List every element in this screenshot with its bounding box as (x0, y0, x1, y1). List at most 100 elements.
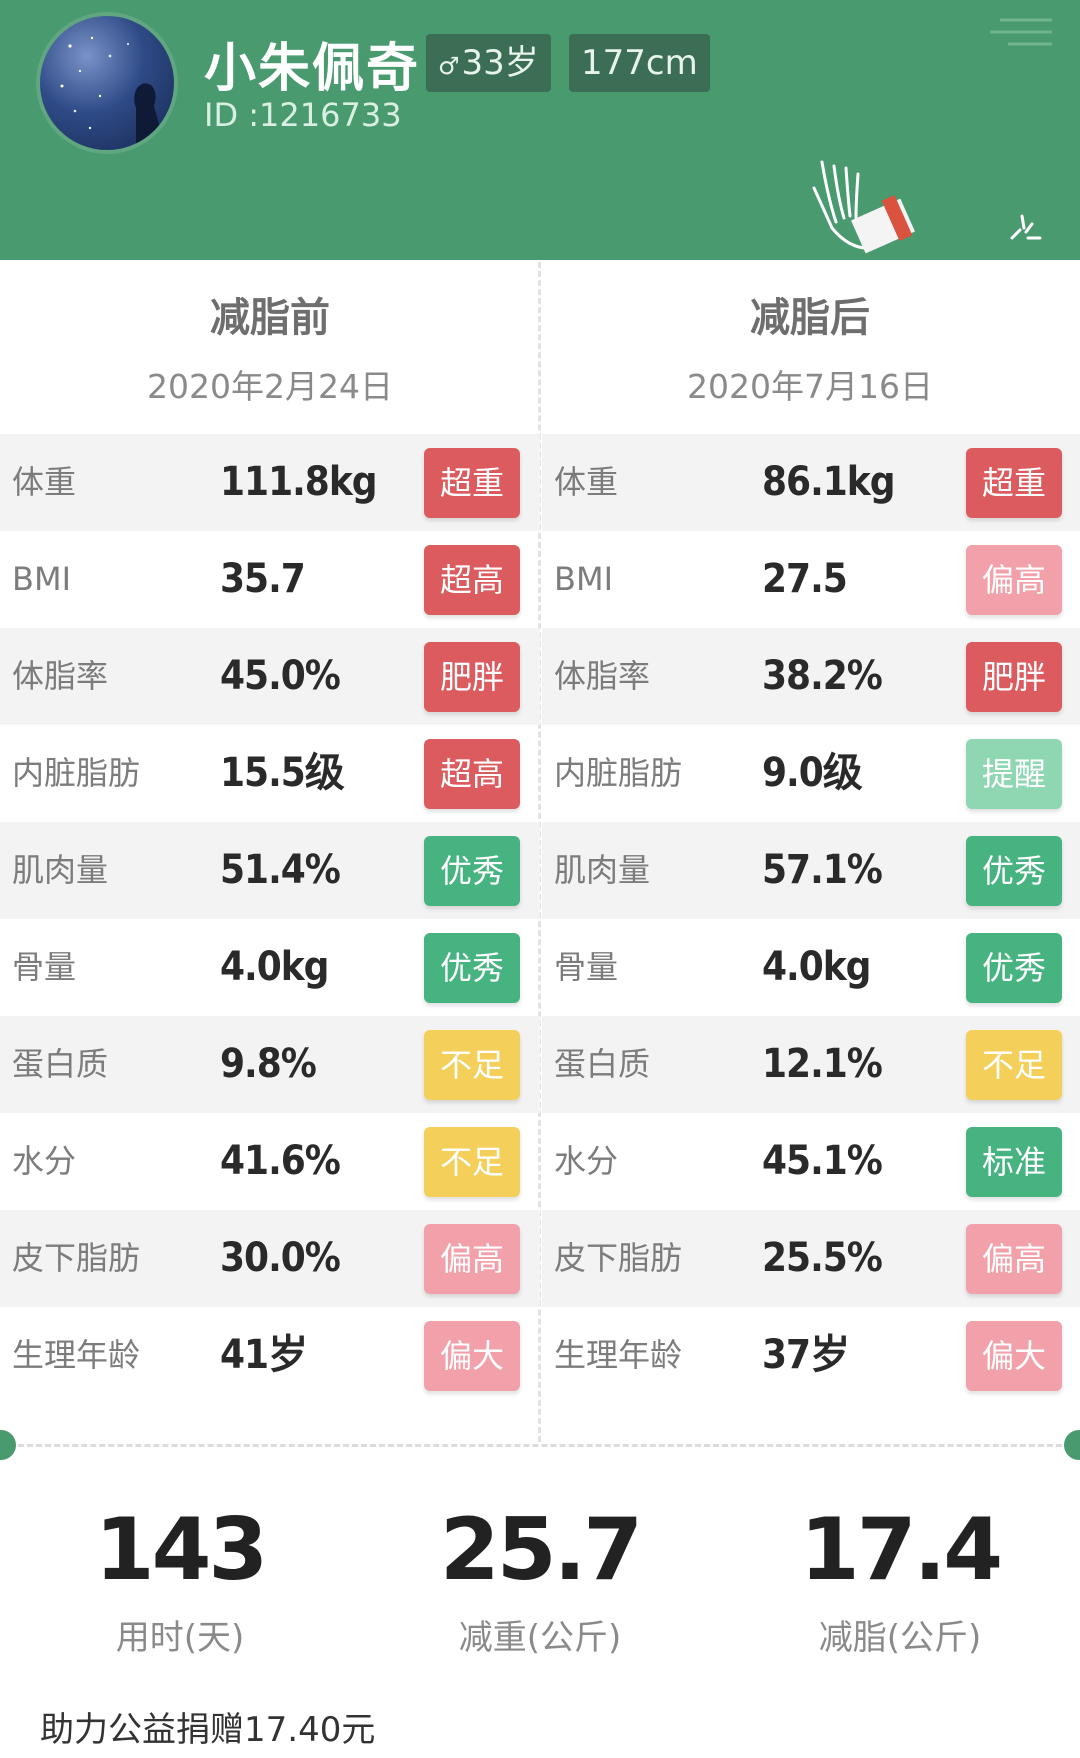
before-date: 2020年2月24日 (147, 367, 393, 406)
metric-label: BMI (554, 560, 613, 598)
metric-label: 蛋白质 (12, 1045, 109, 1083)
stat-fat-loss-label: 减脂(公斤) (818, 1618, 982, 1658)
status-badge: 偏大 (424, 1321, 520, 1391)
hand-holding-card-icon (812, 160, 915, 254)
status-badge: 标准 (966, 1127, 1062, 1197)
metric-label: 水分 (12, 1142, 77, 1180)
metric-label: 皮下脂肪 (12, 1239, 141, 1277)
metric-value: 9.0级 (762, 750, 863, 796)
metric-value: 45.1% (762, 1138, 883, 1184)
metric-label: 内脏脂肪 (12, 754, 141, 792)
metric-value: 30.0% (220, 1235, 341, 1281)
metric-value: 45.0% (220, 653, 341, 699)
metric-label: 蛋白质 (554, 1045, 651, 1083)
status-badge: 偏高 (966, 545, 1062, 615)
metric-value: 25.5% (762, 1235, 883, 1281)
metric-label: 生理年龄 (12, 1336, 141, 1374)
metric-value: 15.5级 (220, 750, 345, 796)
status-badge: 不足 (424, 1030, 520, 1100)
metric-value: 41.6% (220, 1138, 341, 1184)
starry-night-icon (60, 36, 166, 150)
summary-divider (0, 1444, 1080, 1447)
stat-fat-loss-value: 17.4 (799, 1500, 1003, 1600)
after-column-header: 减脂后 2020年7月16日 (540, 290, 1080, 408)
metric-row-bmi: BMI 27.5 偏高 (542, 531, 1080, 628)
metric-row-visceral-fat: 内脏脂肪 9.0级 提醒 (542, 725, 1080, 822)
metric-row-bone: 骨量 4.0kg 优秀 (542, 919, 1080, 1016)
metric-row-muscle: 肌肉量 57.1% 优秀 (542, 822, 1080, 919)
status-badge: 优秀 (424, 836, 520, 906)
age-tag: ♂33岁 (426, 34, 551, 92)
height-tag: 177cm (569, 34, 710, 92)
metric-label: 肌肉量 (12, 851, 109, 889)
status-badge: 提醒 (966, 739, 1062, 809)
status-badge: 不足 (966, 1030, 1062, 1100)
stat-days-label: 用时(天) (115, 1618, 245, 1658)
metric-value: 27.5 (762, 556, 848, 602)
metric-value: 4.0kg (762, 944, 871, 990)
metric-value: 38.2% (762, 653, 883, 699)
status-badge: 不足 (424, 1127, 520, 1197)
status-badge: 超重 (424, 448, 520, 518)
stat-weight-loss-label: 减重(公斤) (458, 1618, 622, 1658)
before-column-header: 减脂前 2020年2月24日 (0, 290, 540, 408)
status-badge: 超高 (424, 545, 520, 615)
avatar[interactable] (40, 16, 174, 150)
metric-label: 皮下脂肪 (554, 1239, 683, 1277)
metric-label: 骨量 (12, 948, 77, 986)
stat-weight-loss-value: 25.7 (439, 1500, 643, 1600)
status-badge: 偏高 (424, 1224, 520, 1294)
status-badge: 肥胖 (966, 642, 1062, 712)
metric-value: 4.0kg (220, 944, 329, 990)
metric-row-weight: 体重 86.1kg 超重 (542, 434, 1080, 531)
after-metrics: 体重 86.1kg 超重 BMI 27.5 偏高 体脂率 38.2% 肥胖 内脏… (542, 434, 1080, 1404)
user-name: 小朱佩奇 (204, 39, 421, 99)
metric-row-body-age: 生理年龄 37岁 偏大 (542, 1307, 1080, 1404)
metric-row-protein: 蛋白质 9.8% 不足 (0, 1016, 540, 1113)
metric-row-water: 水分 45.1% 标准 (542, 1113, 1080, 1210)
metric-row-muscle: 肌肉量 51.4% 优秀 (0, 822, 540, 919)
metric-value: 41岁 (220, 1332, 308, 1378)
metric-row-body-age: 生理年龄 41岁 偏大 (0, 1307, 540, 1404)
metric-row-body-fat: 体脂率 45.0% 肥胖 (0, 628, 540, 725)
metric-label: 骨量 (554, 948, 619, 986)
metric-row-weight: 体重 111.8kg 超重 (0, 434, 540, 531)
stat-fat-loss: 17.4 减脂(公斤) (720, 1500, 1080, 1659)
metric-value: 35.7 (220, 556, 306, 602)
metric-row-bmi: BMI 35.7 超高 (0, 531, 540, 628)
metric-row-body-fat: 体脂率 38.2% 肥胖 (542, 628, 1080, 725)
status-badge: 肥胖 (424, 642, 520, 712)
status-badge: 超重 (966, 448, 1062, 518)
metric-label: 生理年龄 (554, 1336, 683, 1374)
metric-label: 内脏脂肪 (554, 754, 683, 792)
before-title: 减脂前 (210, 295, 330, 341)
donation-text: 助力公益捐赠17.40元 (40, 1710, 376, 1750)
metric-value: 9.8% (220, 1041, 317, 1087)
stat-days-value: 143 (94, 1500, 269, 1600)
metric-label: 体重 (12, 463, 77, 501)
before-metrics: 体重 111.8kg 超重 BMI 35.7 超高 体脂率 45.0% 肥胖 内… (0, 434, 540, 1404)
after-date: 2020年7月16日 (687, 367, 933, 406)
metric-label: 体重 (554, 463, 619, 501)
metric-row-bone: 骨量 4.0kg 优秀 (0, 919, 540, 1016)
status-badge: 优秀 (966, 933, 1062, 1003)
metric-value: 57.1% (762, 847, 883, 893)
status-badge: 优秀 (424, 933, 520, 1003)
metric-label: BMI (12, 560, 71, 598)
metric-label: 肌肉量 (554, 851, 651, 889)
user-id: ID :1216733 (204, 96, 402, 134)
metric-label: 体脂率 (12, 657, 109, 695)
divider-notch-right (1064, 1430, 1080, 1460)
status-badge: 偏大 (966, 1321, 1062, 1391)
metric-value: 12.1% (762, 1041, 883, 1087)
metric-value: 86.1kg (762, 459, 895, 505)
metric-row-subcutaneous-fat: 皮下脂肪 30.0% 偏高 (0, 1210, 540, 1307)
metric-row-visceral-fat: 内脏脂肪 15.5级 超高 (0, 725, 540, 822)
metric-label: 水分 (554, 1142, 619, 1180)
metric-row-subcutaneous-fat: 皮下脂肪 25.5% 偏高 (542, 1210, 1080, 1307)
metric-row-water: 水分 41.6% 不足 (0, 1113, 540, 1210)
metric-value: 37岁 (762, 1332, 850, 1378)
divider-notch-left (0, 1430, 16, 1460)
metric-row-protein: 蛋白质 12.1% 不足 (542, 1016, 1080, 1113)
metric-label: 体脂率 (554, 657, 651, 695)
